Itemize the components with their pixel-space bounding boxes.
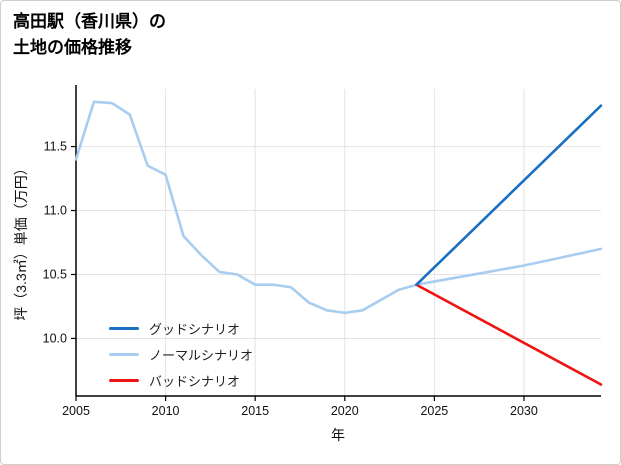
x-tick-label: 2025: [420, 404, 448, 418]
y-tick-label: 10.5: [43, 267, 67, 281]
x-axis-label: 年: [331, 427, 345, 443]
legend-swatch-normal: [109, 352, 139, 356]
series-line-good: [415, 104, 603, 287]
legend-label-bad: バッドシナリオ: [149, 373, 241, 389]
x-tick-label: 2030: [510, 404, 538, 418]
legend-label-normal: ノーマルシナリオ: [149, 347, 254, 363]
y-tick-label: 11.5: [44, 140, 67, 154]
x-tick-label: 2020: [331, 404, 359, 418]
chart-title-line2: 土地の価格推移: [13, 37, 132, 57]
legend-label-good: グッドシナリオ: [149, 321, 241, 337]
series-line-normal: [74, 100, 603, 315]
x-tick-label: 2010: [152, 404, 180, 418]
x-tick-label: 2005: [62, 404, 90, 418]
chart-title-line1: 高田駅（香川県）の: [13, 12, 166, 31]
chart-title: 高田駅（香川県）の 土地の価格推移: [13, 9, 166, 60]
chart-legend: グッドシナリオ ノーマルシナリオ バッドシナリオ: [109, 315, 253, 393]
x-tick-label: 2015: [241, 404, 269, 418]
series-line-bad: [415, 283, 603, 386]
legend-swatch-bad: [109, 378, 139, 382]
legend-item-bad-scenario: バッドシナリオ: [109, 367, 253, 393]
legend-item-good-scenario: グッドシナリオ: [109, 315, 253, 341]
y-tick-label: 10.0: [43, 331, 67, 345]
y-axis-label: 坪（3.3㎡）単価（万円）: [13, 161, 29, 321]
y-tick-label: 11.0: [44, 204, 67, 218]
legend-item-normal-scenario: ノーマルシナリオ: [109, 341, 253, 367]
legend-swatch-good: [109, 326, 139, 330]
